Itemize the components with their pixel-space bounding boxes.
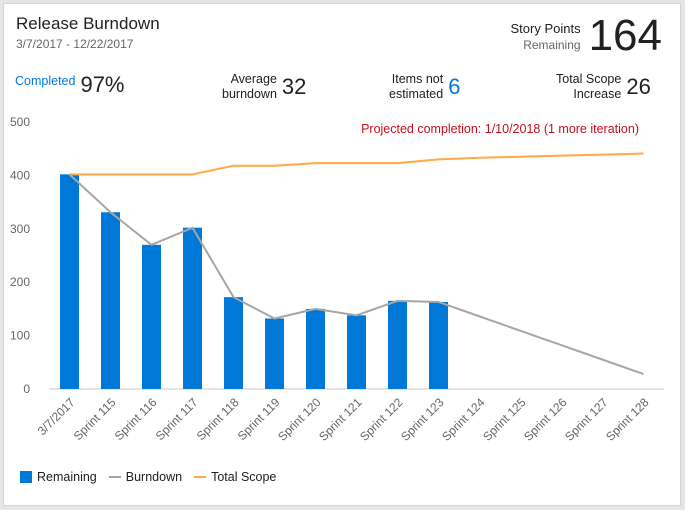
- x-tick-label: Sprint 125: [480, 395, 529, 444]
- legend-burndown-label: Burndown: [125, 470, 183, 484]
- total-scope-line[interactable]: [69, 152, 644, 176]
- items-not-estimated-label-2: estimated: [389, 87, 444, 101]
- date-range: 3/7/2017 - 12/22/2017: [16, 37, 134, 51]
- completed-stat: Completed 97%: [15, 72, 125, 98]
- remaining-bar[interactable]: [388, 300, 407, 389]
- legend-remaining[interactable]: Remaining: [20, 470, 97, 484]
- remaining-bar[interactable]: [306, 308, 325, 389]
- remaining-bar[interactable]: [183, 227, 202, 389]
- items-not-estimated-stat: Items not estimated 6: [389, 72, 460, 102]
- remaining-bar[interactable]: [347, 315, 366, 389]
- y-tick-label: 0: [23, 382, 30, 396]
- burndown-line[interactable]: [68, 173, 644, 375]
- remaining-bar[interactable]: [224, 297, 243, 389]
- x-tick-label: Sprint 127: [562, 395, 611, 444]
- x-tick-label: Sprint 115: [71, 395, 119, 443]
- x-tick-label: Sprint 128: [603, 395, 652, 444]
- items-not-estimated-label-1: Items not: [391, 72, 444, 86]
- widget-title: Release Burndown: [16, 14, 160, 33]
- burndown-swatch: [108, 476, 121, 478]
- x-tick-label: Sprint 116: [112, 395, 160, 443]
- y-tick-label: 400: [10, 168, 30, 182]
- y-tick-label: 200: [10, 275, 30, 289]
- x-tick-label: Sprint 122: [357, 395, 406, 444]
- story-points-label: Story Points: [510, 21, 581, 36]
- remaining-label: Remaining: [523, 38, 581, 52]
- legend-total-scope[interactable]: Total Scope: [194, 470, 276, 484]
- total-scope-increase-value: 26: [626, 74, 651, 99]
- chart-legend: Remaining Burndown Total Scope: [20, 470, 288, 484]
- x-tick-label: Sprint 126: [521, 395, 570, 444]
- legend-total-scope-label: Total Scope: [211, 470, 277, 484]
- items-not-estimated-value[interactable]: 6: [448, 74, 461, 99]
- average-burndown-value: 32: [281, 74, 307, 99]
- story-points-value: 164: [588, 11, 662, 60]
- x-tick-label: Sprint 123: [398, 395, 447, 444]
- release-burndown-widget: Release Burndown 3/7/2017 - 12/22/2017 S…: [3, 3, 681, 506]
- x-tick-label: Sprint 120: [275, 395, 324, 444]
- y-tick-label: 100: [10, 329, 30, 343]
- average-burndown-label-2: burndown: [222, 87, 277, 101]
- y-tick-label: 300: [10, 222, 30, 236]
- remaining-bar[interactable]: [101, 212, 120, 389]
- story-points-summary: Story Points Remaining 164: [510, 10, 662, 62]
- projected-completion-text: Projected completion: 1/10/2018 (1 more …: [361, 122, 639, 136]
- remaining-bar[interactable]: [60, 174, 79, 389]
- average-burndown-label-1: Average: [230, 72, 277, 86]
- remaining-bar[interactable]: [429, 301, 448, 389]
- total-scope-increase-stat: Total Scope Increase 26: [556, 72, 651, 102]
- completed-label: Completed: [15, 74, 76, 88]
- remaining-swatch: [20, 471, 32, 483]
- average-burndown-stat: Average burndown 32: [222, 72, 306, 102]
- total-scope-increase-label-1: Total Scope: [556, 72, 622, 86]
- remaining-bar[interactable]: [142, 244, 161, 389]
- remaining-bar[interactable]: [265, 318, 284, 389]
- x-tick-label: Sprint 119: [235, 395, 283, 443]
- total-scope-swatch: [194, 476, 207, 478]
- x-tick-label: Sprint 118: [194, 395, 242, 443]
- legend-remaining-label: Remaining: [37, 470, 97, 484]
- legend-burndown[interactable]: Burndown: [108, 470, 183, 484]
- total-scope-increase-label-2: Increase: [573, 87, 622, 101]
- completed-value: 97%: [80, 72, 125, 97]
- x-tick-label: Sprint 124: [439, 395, 488, 444]
- x-tick-label: Sprint 117: [153, 395, 201, 443]
- y-tick-label: 500: [10, 115, 30, 129]
- x-tick-label: Sprint 121: [316, 395, 365, 444]
